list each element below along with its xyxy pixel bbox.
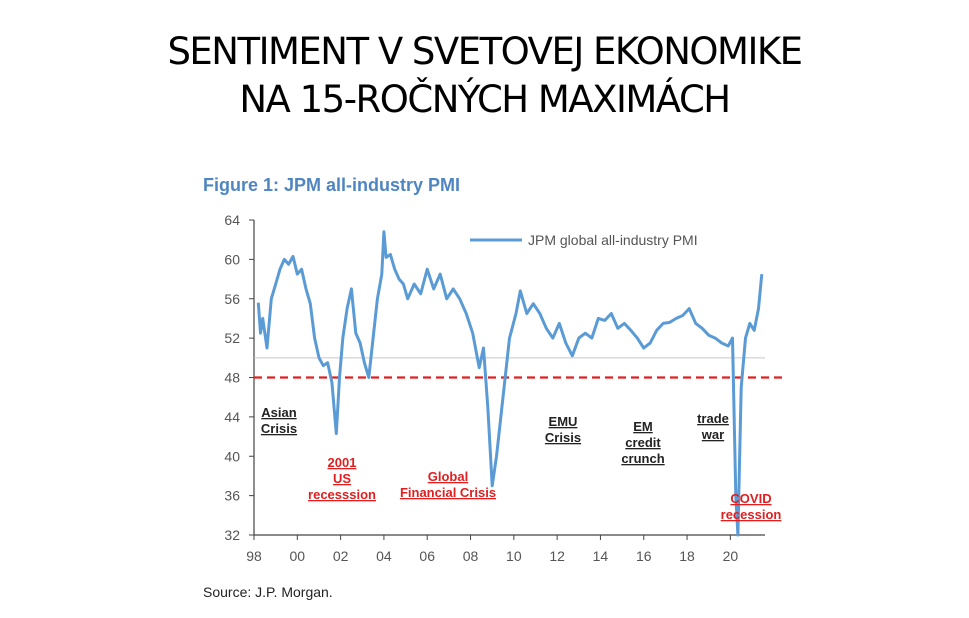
series-line-jpm-pmi — [256, 230, 764, 537]
legend: JPM global all-industry PMI — [470, 232, 698, 248]
annotation-line: war — [701, 427, 724, 442]
annotation-line: credit — [625, 435, 661, 450]
annotation-line: Financial Crisis — [400, 485, 496, 500]
y-tick-label: 48 — [224, 370, 240, 386]
y-tick-label: 44 — [224, 409, 240, 425]
y-tick-label: 40 — [224, 448, 240, 464]
annotation-line: COVID — [730, 491, 771, 506]
legend-label: JPM global all-industry PMI — [528, 232, 698, 248]
annotation-line: crunch — [621, 451, 664, 466]
annotation-line: 2001 — [328, 455, 357, 470]
slide-title-line-1: SENTIMENT V SVETOVEJ EKONOMIKE — [167, 30, 803, 73]
annotation-line: recesssion — [308, 487, 376, 502]
annotation-line: EM — [633, 419, 653, 434]
x-tick-label: 02 — [333, 548, 349, 564]
x-tick-label: 04 — [376, 548, 392, 564]
annotation-line: recession — [721, 507, 782, 522]
x-tick-label: 08 — [463, 548, 479, 564]
slide-title-line-2: NA 15-ROČNÝCH MAXIMÁCH — [239, 78, 731, 121]
x-axis: 98 00 02 04 06 08 10 12 14 16 18 20 — [246, 534, 765, 564]
annotation-line: Global — [428, 469, 468, 484]
annotation-line: Crisis — [261, 421, 297, 436]
annotation-line: US — [333, 471, 351, 486]
y-tick-label: 64 — [224, 212, 240, 228]
annotation-line: Asian — [261, 405, 296, 420]
annotation-line: EMU — [549, 414, 578, 429]
annotation-line: trade — [697, 411, 729, 426]
x-tick-label: 00 — [290, 548, 306, 564]
y-tick-label: 60 — [224, 251, 240, 267]
annotation-line: Crisis — [545, 430, 581, 445]
x-tick-label: 14 — [593, 548, 609, 564]
x-tick-label: 12 — [549, 548, 565, 564]
y-tick-label: 32 — [224, 527, 240, 543]
y-axis: 32 36 40 44 48 52 56 60 64 — [224, 212, 255, 543]
x-tick-label: 18 — [679, 548, 695, 564]
figure-title: Figure 1: JPM all-industry PMI — [203, 175, 461, 195]
x-tick-label: 20 — [723, 548, 739, 564]
y-tick-label: 36 — [224, 488, 240, 504]
annotations: AsianCrisis2001USrecesssionGlobalFinanci… — [261, 405, 781, 522]
x-tick-label: 16 — [636, 548, 652, 564]
slide-title: SENTIMENT V SVETOVEJ EKONOMIKE NA 15-ROČ… — [0, 28, 969, 124]
y-tick-label: 56 — [224, 291, 240, 307]
x-tick-label: 10 — [506, 548, 522, 564]
source-note: Source: J.P. Morgan. — [203, 584, 333, 600]
y-tick-label: 52 — [224, 330, 240, 346]
x-tick-label: 98 — [246, 548, 262, 564]
x-tick-label: 06 — [419, 548, 435, 564]
